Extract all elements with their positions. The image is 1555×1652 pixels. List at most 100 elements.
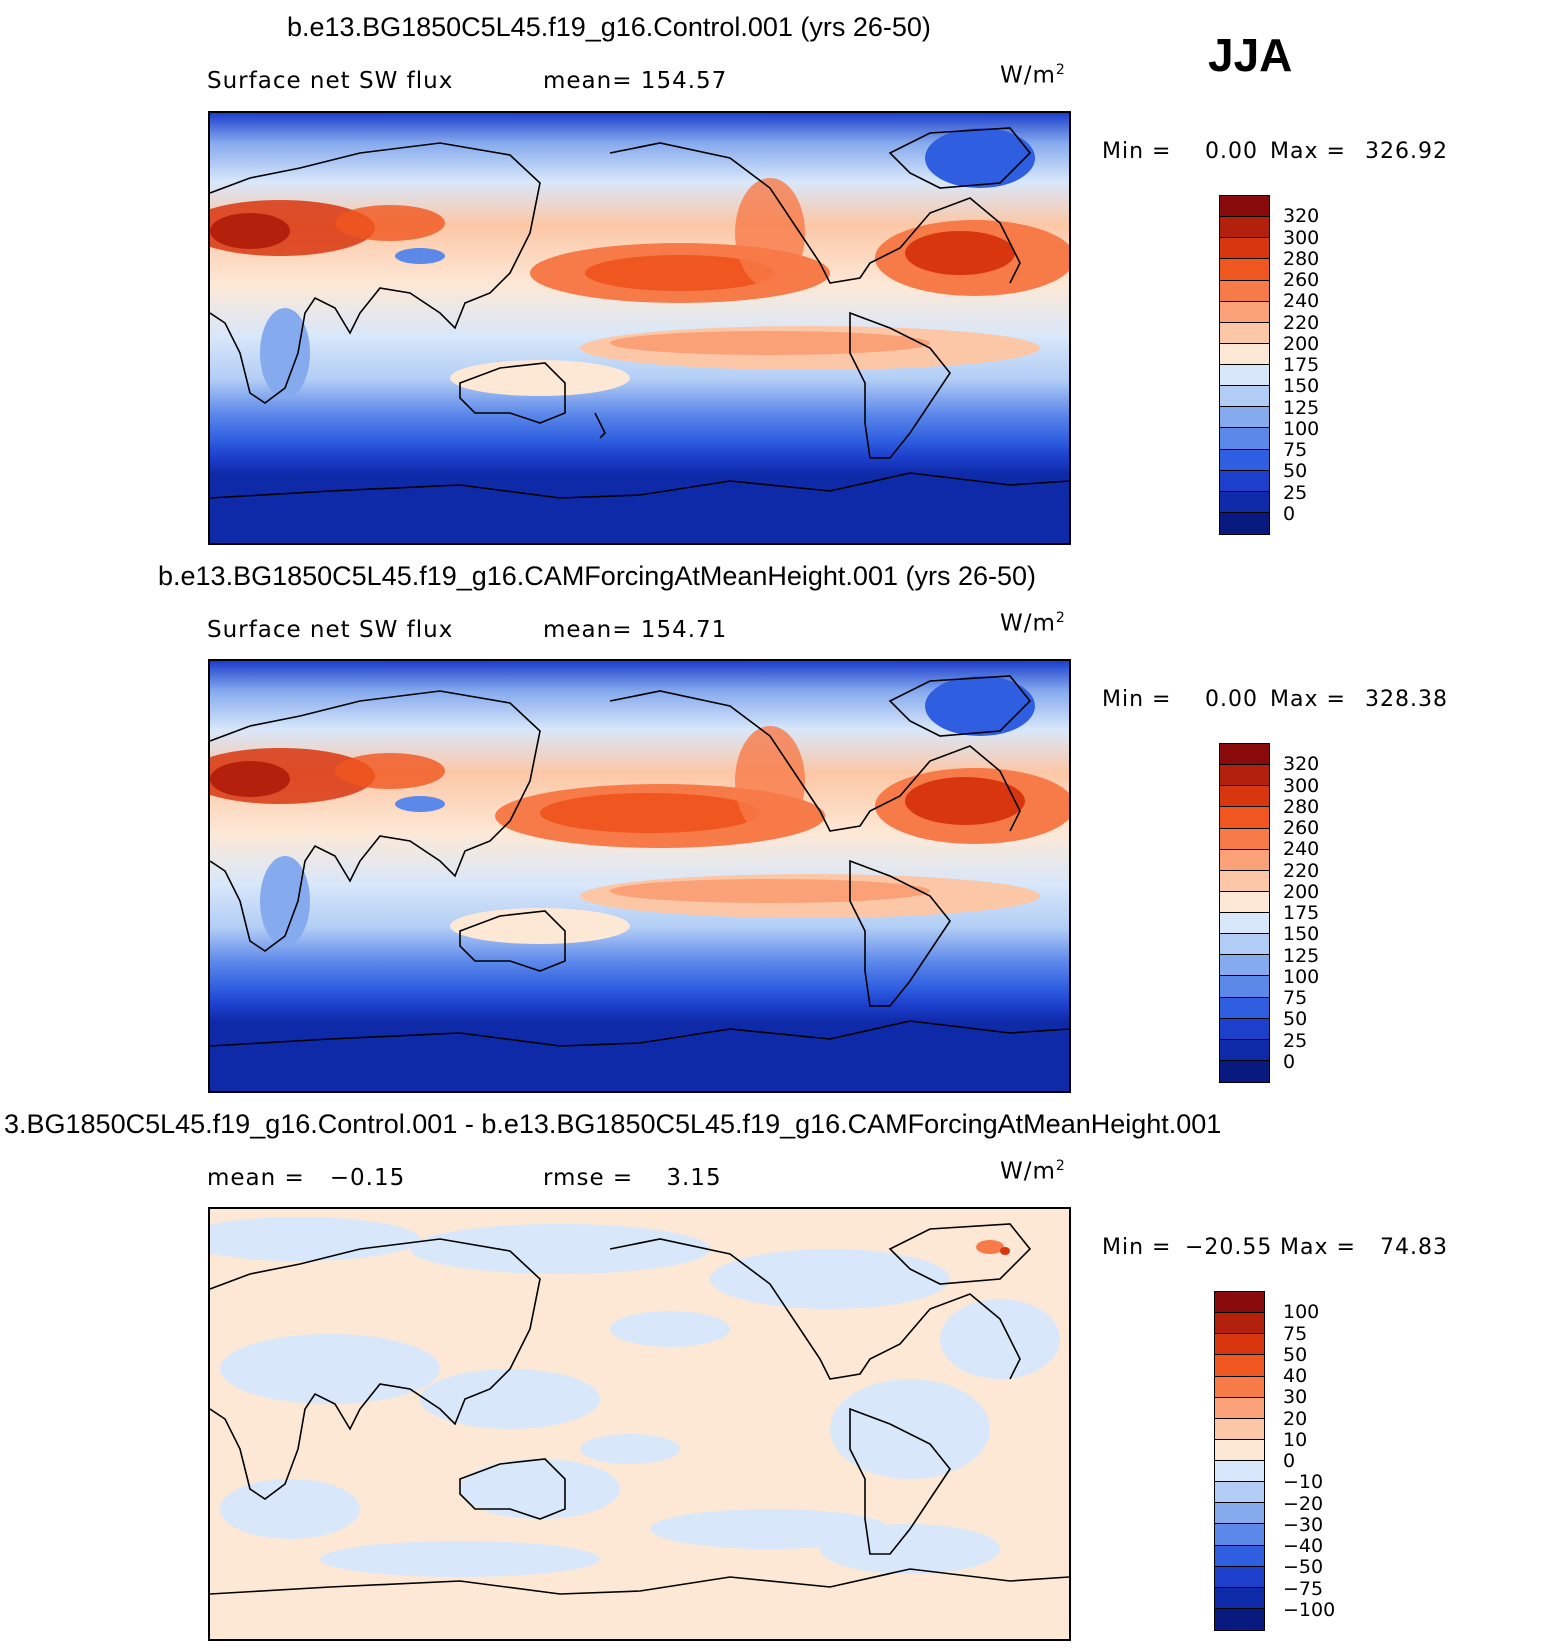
- colorbar-segment: [1220, 934, 1269, 956]
- colorbar-tick-label: 175: [1283, 902, 1320, 924]
- colorbar-tick-label: 150: [1283, 923, 1320, 946]
- panel-1-units: W/m2: [1000, 62, 1066, 89]
- colorbar-segment: [1220, 322, 1269, 344]
- panel-2-min-label: Min =: [1102, 687, 1172, 712]
- colorbar-tick-label: 75: [1283, 439, 1308, 461]
- colorbar-tick-label: 320: [1283, 753, 1320, 776]
- panel-2-title: b.e13.BG1850C5L45.f19_g16.CAMForcingAtMe…: [158, 561, 1037, 591]
- panel-1-colorbar: [1219, 195, 1270, 535]
- colorbar-segment: [1220, 765, 1269, 787]
- colorbar-tick-label: 125: [1283, 396, 1320, 419]
- panel-3-mean-label: mean = −0.15: [207, 1165, 406, 1191]
- colorbar-segment: [1220, 1018, 1269, 1040]
- colorbar-segment: [1215, 1503, 1264, 1525]
- panel-2-max-label: Max =: [1270, 687, 1346, 712]
- colorbar-segment: [1220, 849, 1269, 871]
- colorbar-tick-label: 100: [1283, 965, 1320, 988]
- colorbar-segment: [1215, 1608, 1264, 1630]
- colorbar-tick-label: 100: [1283, 417, 1320, 440]
- colorbar-tick-label: 260: [1283, 269, 1320, 291]
- colorbar-tick-label: −75: [1283, 1577, 1324, 1600]
- panel-3-colorbar-segments: [1215, 1292, 1264, 1630]
- colorbar-tick-label: −20: [1283, 1492, 1324, 1515]
- colorbar-segment: [1215, 1524, 1264, 1546]
- colorbar-tick-label: −10: [1283, 1471, 1324, 1494]
- colorbar-tick-label: 50: [1283, 460, 1308, 483]
- colorbar-segment: [1220, 512, 1269, 534]
- panel-2-max-value: 328.38: [1365, 687, 1448, 712]
- colorbar-tick-label: −40: [1283, 1535, 1324, 1557]
- colorbar-segment: [1220, 365, 1269, 387]
- colorbar-tick-label: 10: [1283, 1428, 1308, 1451]
- colorbar-tick-label: 150: [1283, 375, 1320, 398]
- colorbar-tick-label: 0: [1283, 1050, 1296, 1073]
- colorbar-segment: [1220, 407, 1269, 429]
- colorbar-segment: [1220, 428, 1269, 450]
- colorbar-segment: [1220, 196, 1269, 218]
- colorbar-tick-label: 50: [1283, 1008, 1308, 1031]
- colorbar-tick-label: 200: [1283, 332, 1320, 355]
- colorbar-segment: [1220, 891, 1269, 913]
- panel-1-max-label: Max =: [1270, 139, 1346, 164]
- panel-1-colorbar-segments: [1220, 196, 1269, 534]
- colorbar-segment: [1220, 449, 1269, 471]
- colorbar-tick-label: 40: [1283, 1365, 1308, 1387]
- colorbar-tick-label: 320: [1283, 205, 1320, 228]
- panel-1-max-value: 326.92: [1365, 139, 1448, 164]
- colorbar-tick-label: 260: [1283, 817, 1320, 839]
- colorbar-segment: [1215, 1376, 1264, 1398]
- colorbar-tick-label: 20: [1283, 1407, 1308, 1430]
- colorbar-tick-label: 280: [1283, 247, 1320, 270]
- colorbar-segment: [1220, 1039, 1269, 1061]
- colorbar-segment: [1220, 744, 1269, 766]
- colorbar-tick-label: 75: [1283, 1322, 1308, 1345]
- panel-2-units: W/m2: [1000, 610, 1066, 637]
- colorbar-segment: [1215, 1355, 1264, 1377]
- panel-2-variable-label: Surface net SW flux: [207, 617, 454, 643]
- colorbar-segment: [1215, 1545, 1264, 1567]
- panel-3-max-label: Max =: [1280, 1235, 1356, 1260]
- colorbar-segment: [1215, 1439, 1264, 1461]
- colorbar-segment: [1220, 870, 1269, 892]
- colorbar-segment: [1215, 1566, 1264, 1588]
- panel-3-rmse-label: rmse = 3.15: [543, 1165, 722, 1191]
- panel-2-colorbar: [1219, 743, 1270, 1083]
- colorbar-segment: [1220, 217, 1269, 239]
- panel-2-map-graphic: [210, 661, 1069, 1091]
- colorbar-tick-label: 175: [1283, 354, 1320, 376]
- panel-2-min-value: 0.00: [1205, 687, 1258, 712]
- panel-1-title: b.e13.BG1850C5L45.f19_g16.Control.001 (y…: [287, 12, 931, 42]
- colorbar-segment: [1220, 807, 1269, 829]
- panel-1-colorbar-labels: 320 300 280 260 240 220 200 175 150 125 100 75 50 25 0: [1283, 195, 1343, 535]
- panel-3-colorbar: [1214, 1291, 1265, 1631]
- colorbar-tick-label: 300: [1283, 226, 1320, 249]
- colorbar-segment: [1215, 1397, 1264, 1419]
- colorbar-segment: [1220, 828, 1269, 850]
- colorbar-segment: [1220, 997, 1269, 1019]
- colorbar-tick-label: 25: [1283, 1029, 1308, 1052]
- colorbar-tick-label: 240: [1283, 838, 1320, 861]
- colorbar-segment: [1220, 976, 1269, 998]
- panel-3-map-graphic: [210, 1209, 1069, 1639]
- panel-3-map: [208, 1207, 1071, 1641]
- colorbar-segment: [1220, 1060, 1269, 1082]
- colorbar-segment: [1215, 1292, 1264, 1314]
- colorbar-segment: [1220, 491, 1269, 513]
- panel-1-min-label: Min =: [1102, 139, 1172, 164]
- panel-1-map: [208, 111, 1071, 545]
- colorbar-tick-label: 30: [1283, 1386, 1308, 1409]
- colorbar-segment: [1220, 913, 1269, 935]
- colorbar-segment: [1215, 1313, 1264, 1335]
- panel-1-map-graphic: [210, 113, 1069, 543]
- colorbar-segment: [1215, 1461, 1264, 1483]
- colorbar-segment: [1220, 343, 1269, 365]
- panel-3-max-value: 74.83: [1380, 1235, 1448, 1260]
- colorbar-segment: [1220, 786, 1269, 808]
- colorbar-segment: [1220, 386, 1269, 408]
- colorbar-tick-label: −30: [1283, 1513, 1324, 1536]
- colorbar-segment: [1220, 470, 1269, 492]
- colorbar-segment: [1220, 301, 1269, 323]
- panel-2-colorbar-labels: 320 300 280 260 240 220 200 175 150 125 100 75 50 25 0: [1283, 743, 1343, 1083]
- colorbar-tick-label: 300: [1283, 774, 1320, 797]
- colorbar-tick-label: −100: [1283, 1598, 1336, 1621]
